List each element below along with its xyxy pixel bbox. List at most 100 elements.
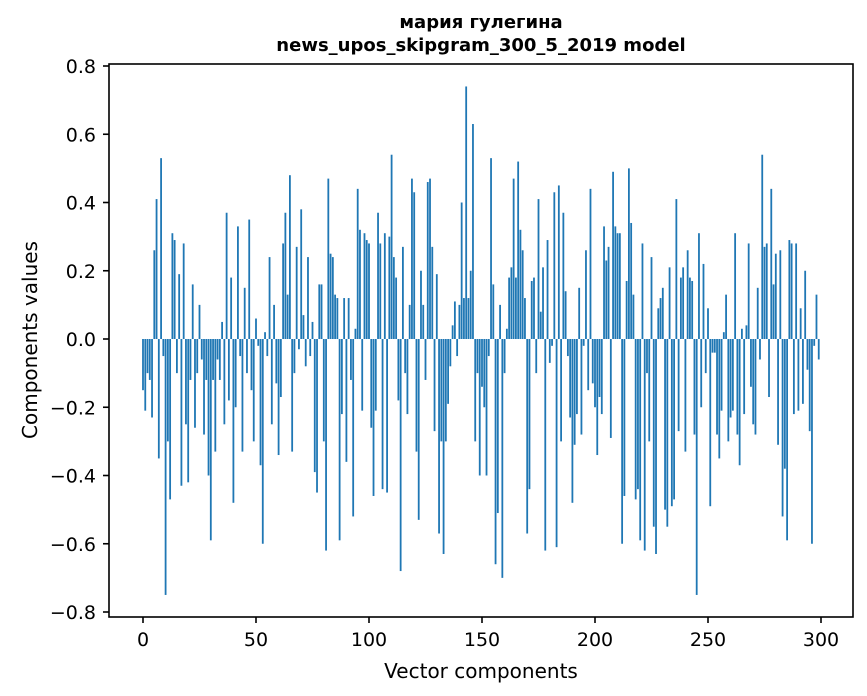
y-tick-label: 0.8 <box>66 56 96 78</box>
y-tick-label: 0.0 <box>66 329 96 351</box>
bar <box>160 158 162 339</box>
bar <box>693 339 696 435</box>
x-tick-label: 250 <box>690 629 726 651</box>
bar <box>293 339 296 374</box>
bar <box>768 339 770 398</box>
bar <box>440 339 443 442</box>
bar <box>596 339 599 456</box>
bar <box>562 212 565 339</box>
x-tick-label: 50 <box>244 629 268 651</box>
bar <box>237 226 239 339</box>
bar <box>695 339 698 595</box>
bar <box>564 291 567 340</box>
bar <box>542 267 544 339</box>
bar <box>390 154 393 339</box>
bar <box>722 332 725 340</box>
bar <box>252 339 255 442</box>
bar <box>205 339 208 380</box>
y-tick-label: −0.6 <box>50 534 96 556</box>
bar <box>664 339 666 510</box>
bar <box>216 339 219 360</box>
bar <box>424 339 427 380</box>
bar <box>377 212 379 339</box>
bar <box>609 339 612 438</box>
bar <box>750 339 752 387</box>
bar <box>580 339 583 435</box>
bar <box>799 308 802 339</box>
bar <box>718 339 721 459</box>
bar <box>320 284 323 339</box>
bar <box>322 339 325 442</box>
bar <box>449 339 452 367</box>
bar <box>585 250 587 339</box>
bar <box>189 339 192 380</box>
bar <box>307 257 309 339</box>
bar <box>738 339 741 466</box>
bar <box>266 339 269 357</box>
bar <box>598 339 601 398</box>
bar <box>404 339 407 374</box>
bar <box>442 339 445 554</box>
bar <box>191 284 194 339</box>
bar <box>641 243 644 339</box>
bar <box>612 171 614 339</box>
x-tick-label: 0 <box>137 629 149 651</box>
bar <box>327 178 330 339</box>
bar <box>279 339 282 398</box>
bar <box>490 158 492 339</box>
bar <box>343 298 346 339</box>
bar <box>392 257 395 339</box>
bar <box>426 182 429 339</box>
bar <box>225 212 228 339</box>
bar <box>406 339 409 415</box>
bar <box>413 192 416 339</box>
bar <box>539 311 542 339</box>
bar <box>483 339 486 408</box>
bar <box>637 339 639 490</box>
bar <box>259 339 262 466</box>
bar <box>221 321 223 339</box>
bar <box>700 339 703 408</box>
bar <box>711 339 714 353</box>
bar <box>345 339 348 462</box>
bar <box>813 339 816 346</box>
bar <box>720 339 723 411</box>
bar <box>734 233 737 339</box>
bar <box>797 339 800 411</box>
bar <box>815 294 818 339</box>
chart-title-line2: news_upos_skipgram_300_5_2019 model <box>276 35 685 56</box>
y-tick-label: 0.6 <box>66 124 96 146</box>
bar <box>530 280 533 339</box>
x-axis-label: Vector components <box>384 659 578 683</box>
bar <box>494 339 497 565</box>
bar <box>338 339 341 541</box>
bar <box>218 339 221 380</box>
y-tick-label: −0.4 <box>50 466 96 488</box>
bar <box>754 339 757 435</box>
bar <box>634 339 637 500</box>
bar <box>178 274 181 339</box>
bar <box>230 277 233 339</box>
bar <box>779 250 782 339</box>
bar <box>702 263 705 340</box>
bar <box>499 304 501 340</box>
bar <box>289 175 291 339</box>
bar <box>395 277 398 339</box>
bar <box>566 339 569 357</box>
bar <box>194 339 196 428</box>
bar <box>555 339 558 548</box>
bar <box>350 339 352 380</box>
bar <box>209 339 212 541</box>
bar <box>759 339 761 360</box>
bar <box>282 243 285 339</box>
x-tick-label: 100 <box>351 629 387 651</box>
bar <box>686 250 689 339</box>
bar <box>519 229 522 339</box>
bar <box>618 233 621 339</box>
bar <box>316 339 318 493</box>
bar <box>725 294 727 339</box>
bar <box>415 339 418 452</box>
bar <box>808 339 811 432</box>
